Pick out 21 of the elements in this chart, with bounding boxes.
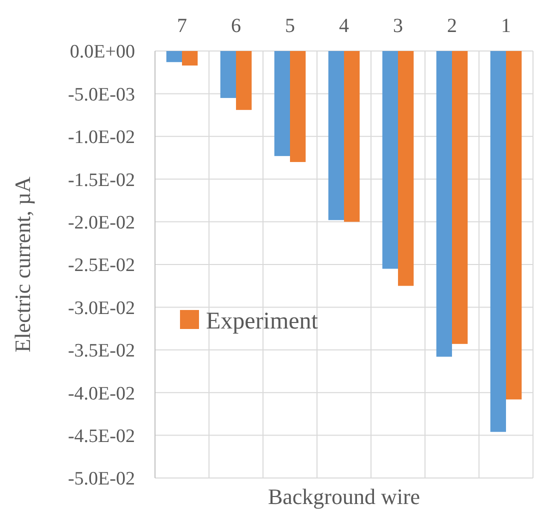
y-tick-label: -5.0E-02 <box>68 468 135 490</box>
y-tick-label: -5.0E-03 <box>68 84 135 106</box>
y-tick-label: -1.0E-02 <box>68 127 135 148</box>
x-axis-title: Background wire <box>268 484 420 509</box>
y-tick-label: -2.5E-02 <box>68 255 135 276</box>
y-tick-label: 0.0E+00 <box>70 42 135 63</box>
x-tick-label: 2 <box>447 15 457 37</box>
y-tick-label: -4.5E-02 <box>68 426 135 447</box>
x-tick-label: 1 <box>501 15 511 37</box>
y-axis-title: Electric current, µA <box>10 176 35 352</box>
x-tick-label: 6 <box>231 15 241 37</box>
y-tick-label: -4.0E-02 <box>68 383 135 404</box>
x-tick-label: 4 <box>339 15 349 37</box>
y-tick-label: -3.5E-02 <box>68 340 135 362</box>
x-tick-label: 3 <box>393 15 403 37</box>
x-tick-label: 5 <box>285 15 295 37</box>
x-tick-label: 7 <box>177 15 187 37</box>
y-tick-label: -1.5E-02 <box>68 170 135 191</box>
y-tick-label: -2.0E-02 <box>68 212 135 234</box>
legend-label: Experiment <box>206 308 318 334</box>
y-tick-label: -3.0E-02 <box>68 298 135 319</box>
